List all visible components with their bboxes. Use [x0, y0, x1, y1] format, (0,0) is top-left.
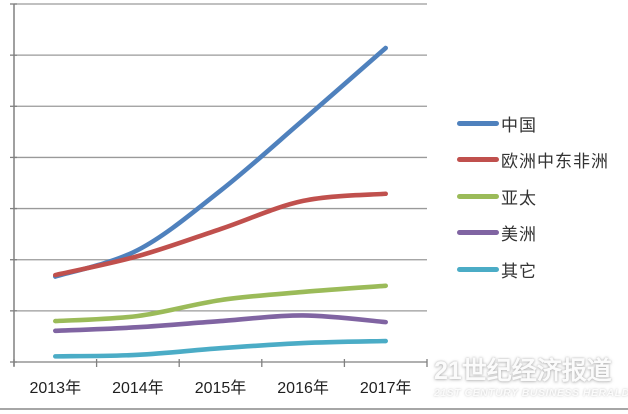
- x-axis-label: 2016年: [277, 380, 329, 397]
- legend-item-asia-pacific: 亚太: [457, 184, 537, 209]
- legend-item-europe-mideast-africa: 欧洲中东非洲: [457, 148, 609, 172]
- x-axis-label: 2014年: [112, 380, 164, 397]
- series-line-asia-pacific: [53, 283, 388, 324]
- legend-line-marker-china: [457, 120, 499, 126]
- series-line-others: [53, 338, 388, 359]
- legend-item-americas: 美洲: [457, 221, 537, 245]
- bottom-divider: [0, 408, 628, 410]
- series-line-europe-mideast-africa: [53, 191, 388, 278]
- series-line-americas: [53, 313, 388, 334]
- legend-line-marker-europe-mideast-africa: [457, 157, 499, 162]
- legend-label: 美洲: [501, 225, 537, 245]
- legend-line-marker-americas: [457, 230, 499, 235]
- x-axis-label: 2013年: [29, 380, 82, 397]
- legend-line-marker-others: [457, 266, 499, 272]
- legend-item-china: 中国: [457, 111, 537, 136]
- legend-label: 欧洲中东非洲: [501, 152, 609, 172]
- series-line-china: [53, 45, 388, 279]
- watermark-title: 21世纪经济报道: [434, 357, 612, 385]
- legend-label: 亚太: [501, 188, 537, 209]
- x-axis-label: 2017年: [359, 380, 412, 397]
- watermark-subtitle: 21ST CENTURY BUSINESS HERALD: [434, 387, 628, 399]
- watermark: 21世纪经济报道 21ST CENTURY BUSINESS HERALD: [434, 356, 628, 399]
- x-axis-label: 2015年: [194, 380, 247, 397]
- legend-item-others: 其它: [457, 257, 537, 282]
- legend-line-marker-asia-pacific: [457, 193, 499, 199]
- legend-label: 中国: [501, 115, 537, 136]
- legend-label: 其它: [501, 261, 537, 282]
